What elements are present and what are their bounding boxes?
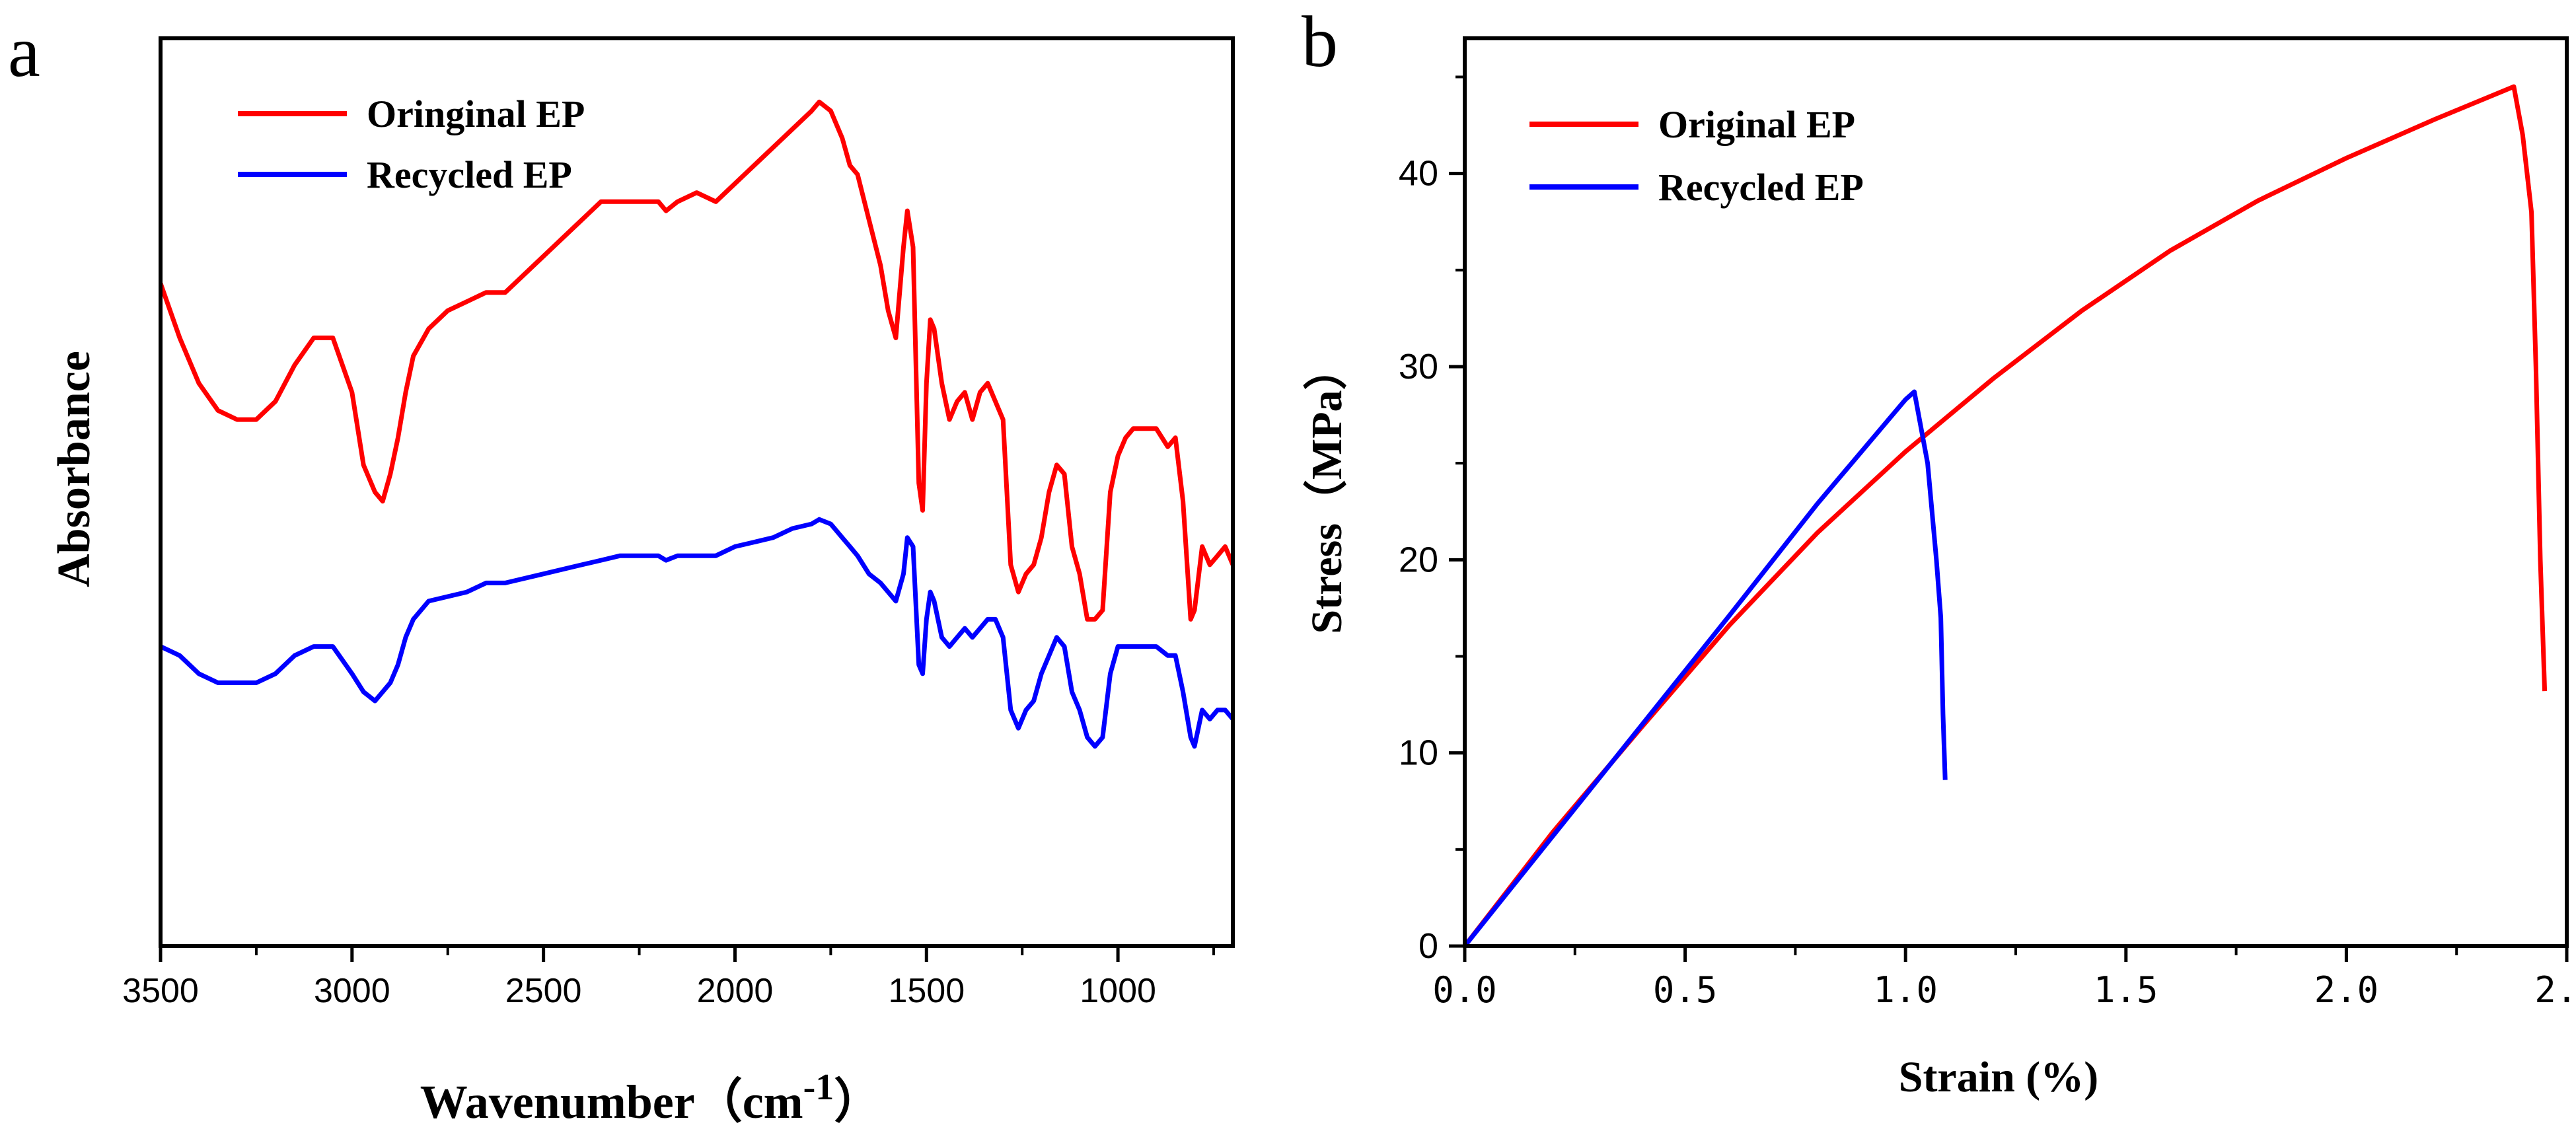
x-tick-label: 1.0 [1873,969,1938,1011]
chart-panel-b: 0.0 0.5 1.0 1.5 2.0 2.5 0 10 20 30 40 Original EP Re… [1399,36,2576,1011]
series-line-recycled-ep [161,517,1233,749]
series-line-original-ep [1465,84,2548,946]
x-tick-label: 1.5 [2094,969,2158,1011]
plot-frame [159,36,1235,948]
y-tick-label: 10 [1399,733,1438,773]
y-tick-label: 0 [1418,926,1438,966]
panel-a-xlabel-sup: -1 [803,1067,834,1108]
x-tick-label: 2500 [505,972,582,1010]
x-tick-label: 2.0 [2314,969,2379,1011]
series-line-oringinal-ep [161,99,1233,622]
panel-a-ylabel: Absorbance [49,351,100,587]
x-tick-label: 3000 [314,972,390,1010]
x-tick-label: 3500 [122,972,199,1010]
series-line-recycled-ep [1465,389,1948,946]
y-tick-label: 20 [1399,540,1438,579]
x-tick-label: 0.5 [1653,969,1718,1011]
panel-b-letter: b [1302,1,1338,82]
x-tick-label: 0.0 [1432,969,1497,1011]
plot-frame [1463,36,2569,948]
panel-a-xlabel: Wavenumber（cm-1） [420,1067,882,1128]
legend-label: Recycled EP [1658,166,1864,209]
y-tick-label: 40 [1399,154,1438,194]
x-tick-label: 2.5 [2534,969,2576,1011]
x-tick-label: 1000 [1080,972,1156,1010]
x-tick-label: 1500 [888,972,965,1010]
panel-b-xlabel: Strain (%) [1899,1053,2098,1101]
legend-label: Recycled EP [367,153,572,196]
panel-a-xlabel-close: ） [834,1076,881,1128]
legend-label: Oringinal EP [367,92,585,135]
panel-a-xlabel-main: Wavenumber（cm [420,1076,803,1128]
legend-label: Original EP [1658,103,1855,146]
panel-a-letter: a [8,11,40,92]
chart-panel-a: 3500 3000 2500 2000 1500 1000 Oringinal EP Recy… [122,36,1235,1010]
x-tick-label: 2000 [697,972,774,1010]
y-tick-label: 30 [1399,347,1438,386]
panel-b-ylabel: Stress（MPa） [1302,346,1351,634]
